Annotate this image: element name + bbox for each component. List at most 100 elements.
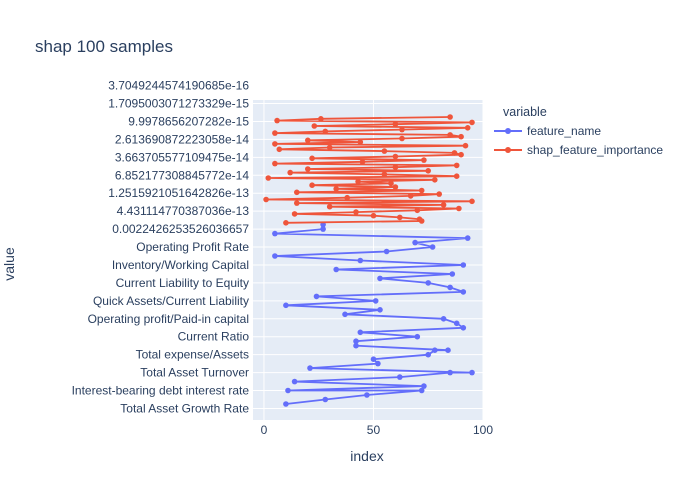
y-tick-label: Current Ratio: [178, 330, 250, 344]
y-axis-title: value: [1, 247, 17, 281]
data-point: [272, 253, 278, 259]
data-point: [418, 187, 425, 194]
data-point: [425, 168, 432, 174]
series-feature_name: [272, 221, 475, 407]
data-point: [381, 148, 388, 154]
data-point: [370, 212, 377, 219]
data-point: [294, 189, 300, 196]
data-point: [392, 184, 399, 190]
data-point: [276, 146, 283, 153]
data-point: [309, 155, 315, 162]
data-point: [440, 202, 447, 208]
y-tick-label: 6.852177308845772e-14: [115, 168, 249, 182]
data-point: [333, 266, 340, 273]
data-point: [392, 121, 399, 127]
data-point: [359, 159, 366, 165]
y-tick-label: Total expense/Assets: [136, 348, 249, 362]
y-tick-label: Operating profit/Paid-in capital: [88, 312, 249, 326]
y-tick-label: Total Asset Turnover: [140, 366, 249, 380]
data-point: [412, 239, 418, 246]
y-tick-label: 2.613690872223058e-14: [115, 132, 249, 146]
data-point: [333, 186, 340, 192]
data-point: [399, 126, 405, 133]
data-point: [383, 248, 390, 255]
data-point: [447, 369, 453, 376]
legend-label: feature_name: [527, 124, 601, 138]
data-point: [440, 316, 447, 322]
y-tick-label: Total Asset Growth Rate: [120, 401, 249, 415]
legend-label: shap_feature_importance: [527, 143, 663, 157]
y-tick-label: 3.7049244574190685e-16: [108, 79, 249, 93]
data-point: [287, 169, 294, 176]
data-point: [274, 117, 280, 124]
data-point: [456, 205, 462, 212]
y-tick-label: Interest-bearing debt interest rate: [72, 384, 250, 398]
data-point: [291, 378, 298, 385]
data-point: [436, 191, 443, 197]
data-point: [381, 171, 388, 178]
y-tick-label: 9.9978656207282e-15: [128, 114, 249, 128]
data-point: [407, 193, 414, 199]
data-point: [458, 133, 464, 140]
data-point: [342, 311, 348, 318]
data-point: [451, 150, 458, 156]
data-point: [414, 207, 421, 214]
data-point: [445, 347, 451, 354]
data-point: [357, 139, 364, 145]
series-line: [266, 116, 473, 224]
legend-item-shap_feature_importance[interactable]: shap_feature_importance: [494, 143, 663, 157]
data-point: [322, 128, 329, 135]
data-point: [322, 396, 329, 403]
data-point: [283, 401, 289, 407]
data-point: [372, 298, 379, 304]
x-tick-label: 50: [367, 423, 381, 437]
data-point: [326, 203, 333, 210]
data-point: [453, 162, 460, 169]
x-tick-labels: 0 50 100: [261, 423, 494, 437]
legend-title: variable: [503, 105, 547, 119]
series-line: [274, 224, 473, 405]
legend-item-feature_name[interactable]: feature_name: [494, 124, 601, 138]
y-tick-label: 0.0022426253526036657: [112, 222, 249, 236]
y-tick-label: 3.663705577109475e-14: [115, 150, 249, 164]
y-tick-label: Operating Profit Rate: [136, 240, 249, 254]
data-point: [458, 151, 464, 158]
data-point: [326, 144, 333, 151]
data-point: [421, 383, 427, 389]
chart-title: shap 100 samples: [35, 37, 173, 56]
y-tick-label: Quick Assets/Current Liability: [93, 294, 249, 308]
data-point: [305, 137, 311, 144]
x-tick-label: 0: [261, 423, 268, 437]
data-point: [291, 211, 298, 217]
data-point: [429, 244, 436, 250]
data-point: [416, 216, 423, 222]
data-point: [392, 164, 399, 170]
data-point: [353, 338, 359, 345]
data-point: [462, 142, 469, 149]
data-point: [283, 220, 289, 226]
y-tick-label: 1.2515921051642826e-13: [108, 186, 249, 200]
data-point: [272, 130, 278, 136]
x-tick-label: 100: [473, 423, 493, 437]
data-point: [399, 135, 405, 142]
data-point: [449, 271, 456, 277]
y-tick-labels: Total Asset Growth Rate Interest-bearing …: [72, 79, 250, 416]
data-point: [318, 116, 324, 122]
y-tick-label: 4.431114770387036e-13: [117, 204, 250, 218]
data-point: [460, 325, 467, 331]
data-point: [447, 132, 453, 138]
data-point: [353, 342, 359, 349]
data-point: [309, 182, 315, 188]
data-point: [285, 387, 291, 394]
data-point: [388, 180, 394, 187]
data-point: [453, 320, 460, 327]
data-point: [355, 178, 361, 185]
data-point: [377, 307, 383, 313]
data-point: [313, 293, 320, 300]
data-point: [283, 302, 289, 309]
data-point: [397, 374, 403, 380]
x-grid: [263, 100, 484, 420]
series-shap_feature_importance: [263, 114, 475, 226]
data-point: [447, 284, 453, 291]
data-point: [294, 200, 300, 206]
